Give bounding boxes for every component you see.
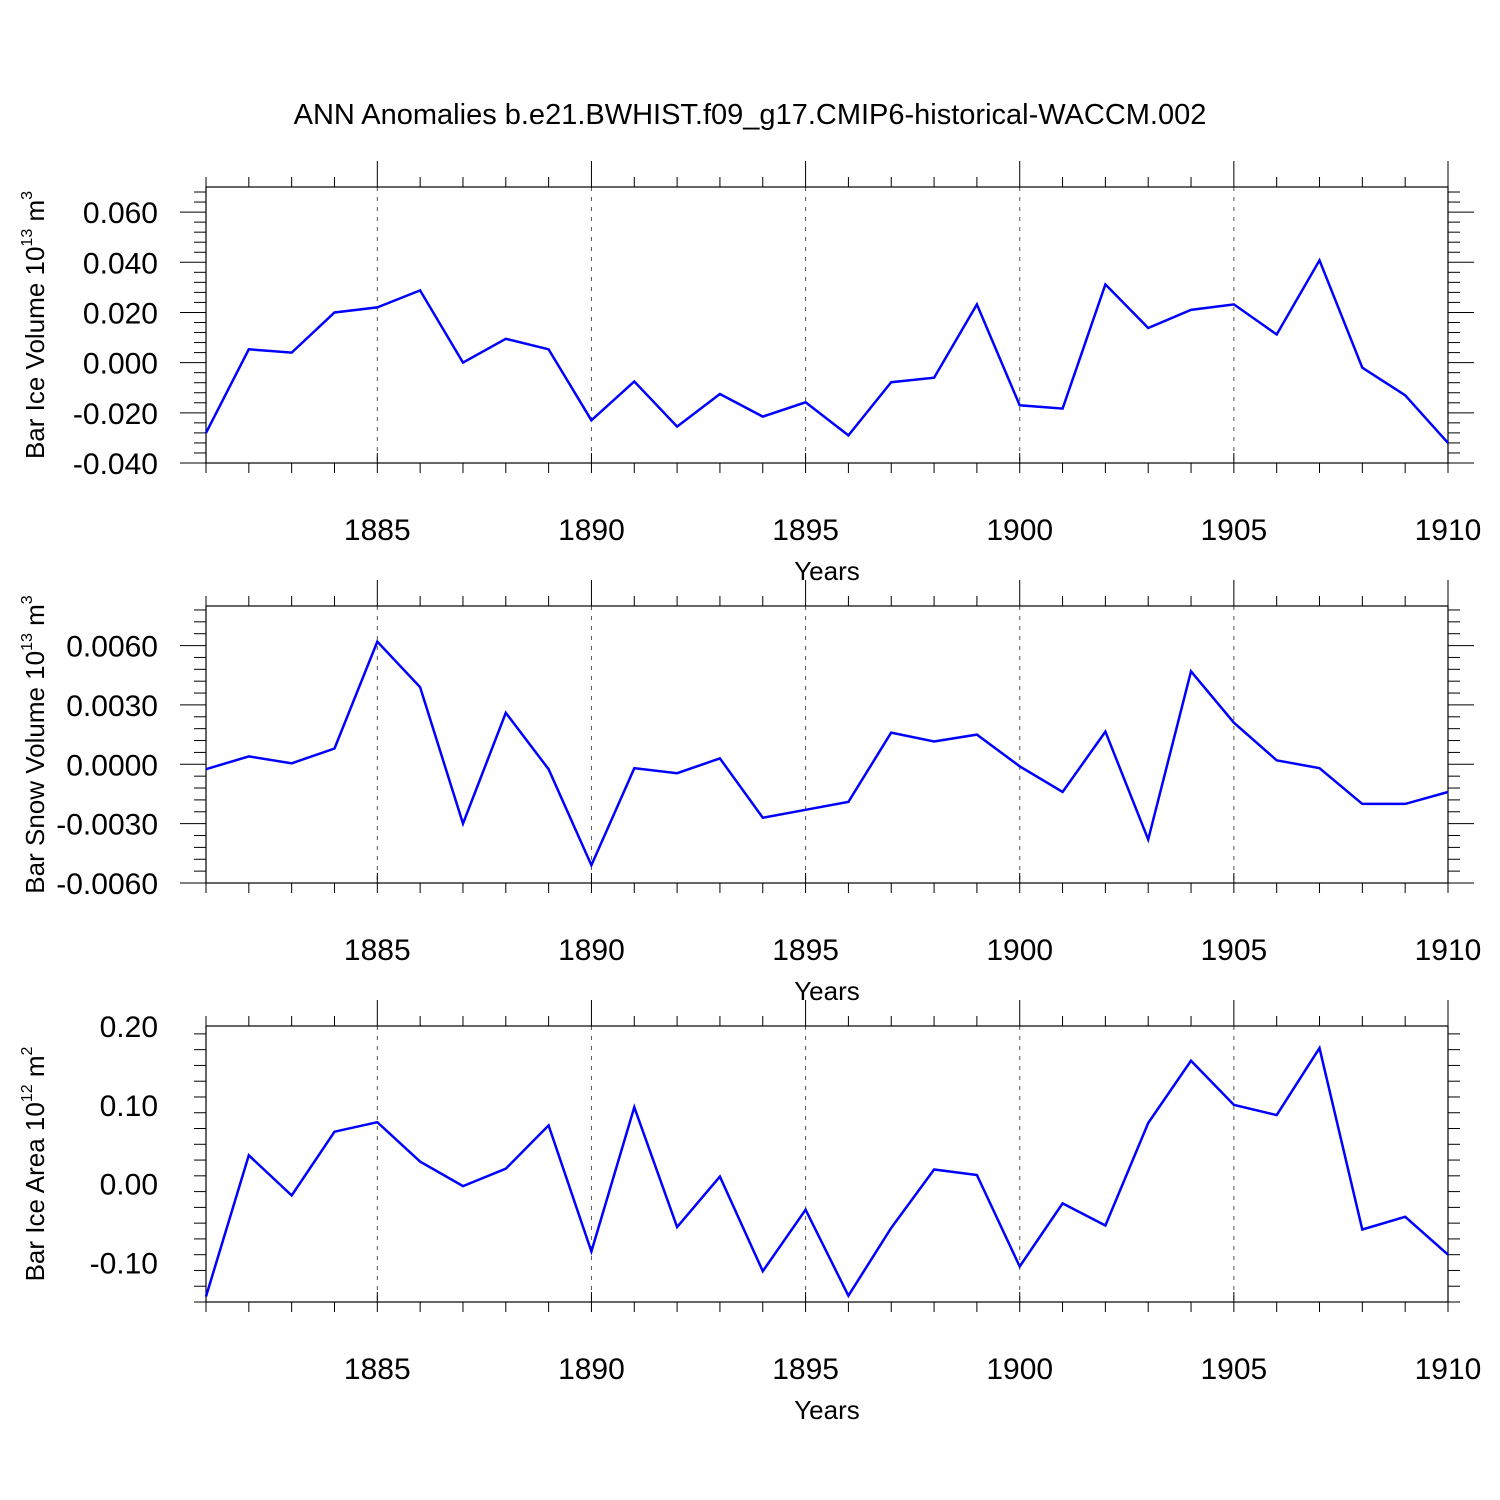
y-tick-label: -0.020 [73, 398, 158, 431]
y-tick-label: 0.10 [100, 1090, 158, 1123]
y-tick-label: 0.0000 [66, 749, 158, 782]
x-tick-label: 1890 [558, 1353, 625, 1386]
x-tick-label: 1900 [986, 934, 1053, 967]
y-tick-label: 0.0060 [66, 631, 158, 664]
y-axis-title-unit: m [20, 604, 50, 633]
series-line [205, 639, 1449, 869]
x-tick-label: 1885 [344, 934, 411, 967]
y-axis-title-main: Bar Ice Volume 10 [20, 247, 50, 459]
panel-2: 1885 1890 1895 1900 1905 1910 -0.0060 -0.0030 0.… [19, 580, 1481, 1006]
x-tick-label: 1885 [344, 1353, 411, 1386]
x-tick-label: 1900 [986, 514, 1053, 547]
y-axis-title-exponent: 13 [19, 229, 36, 247]
x-tick-label: 1900 [986, 1353, 1053, 1386]
series-line [204, 257, 1449, 444]
x-tick-label: 1905 [1200, 1353, 1267, 1386]
x-tick-label: 1890 [558, 934, 625, 967]
plot-frame [205, 186, 1449, 464]
y-tick-label: 0.040 [83, 247, 158, 280]
y-tick-label: -0.10 [90, 1248, 158, 1281]
x-tick-label: 1895 [772, 514, 839, 547]
y-tick-label: 0.000 [83, 348, 158, 381]
y-tick-label: 0.020 [83, 297, 158, 330]
y-tick-label: -0.040 [73, 448, 158, 481]
y-tick-label: 0.0030 [66, 690, 158, 723]
x-tick-label: 1910 [1415, 514, 1482, 547]
x-tick-label: 1895 [772, 934, 839, 967]
y-tick-label: 0.060 [83, 197, 158, 230]
y-tick-label: 0.20 [100, 1011, 158, 1044]
plot-frame [205, 1025, 1449, 1303]
x-axis-title: Years [794, 556, 860, 586]
y-axis-title: Bar Ice Area 1012 m2 [19, 1046, 50, 1281]
y-axis-title-unit: m [20, 200, 50, 229]
y-axis-title: Bar Snow Volume 1013 m3 [19, 595, 50, 894]
x-tick-label: 1910 [1415, 934, 1482, 967]
y-axis-title-exponent: 12 [19, 1084, 36, 1102]
x-axis-title: Years [794, 1395, 860, 1425]
y-axis-title-exponent: 13 [19, 633, 36, 651]
y-axis-title-unit: m [20, 1055, 50, 1084]
y-axis-title-main: Bar Snow Volume 10 [20, 651, 50, 894]
y-tick-label: -0.0060 [56, 868, 158, 901]
y-tick-label: 0.00 [100, 1169, 158, 1202]
x-axis-title: Years [794, 976, 860, 1006]
panels: 1885 1890 1895 1900 1905 1910 -0.040 -0.020 0.00… [19, 161, 1481, 1425]
x-tick-label: 1885 [344, 514, 411, 547]
plot-frame [205, 605, 1449, 884]
panel-1: 1885 1890 1895 1900 1905 1910 -0.040 -0.020 0.00… [19, 161, 1481, 586]
x-tick-label: 1905 [1200, 514, 1267, 547]
y-axis-title-unit-exponent: 2 [19, 1046, 36, 1055]
y-axis-title-unit-exponent: 3 [19, 191, 36, 200]
figure-title: ANN Anomalies b.e21.BWHIST.f09_g17.CMIP6… [294, 99, 1207, 131]
y-axis-title: Bar Ice Volume 1013 m3 [19, 191, 50, 459]
y-axis-title-main: Bar Ice Area 10 [20, 1102, 50, 1281]
panel-3: 1885 1890 1895 1900 1905 1910 -0.10 0.00 0.10 0.2… [19, 1000, 1481, 1425]
x-tick-label: 1905 [1200, 934, 1267, 967]
series-line [204, 1044, 1449, 1299]
y-axis-title-unit-exponent: 3 [19, 595, 36, 604]
x-tick-label: 1895 [772, 1353, 839, 1386]
x-tick-label: 1890 [558, 514, 625, 547]
x-tick-label: 1910 [1415, 1353, 1482, 1386]
y-tick-label: -0.0030 [56, 809, 158, 842]
